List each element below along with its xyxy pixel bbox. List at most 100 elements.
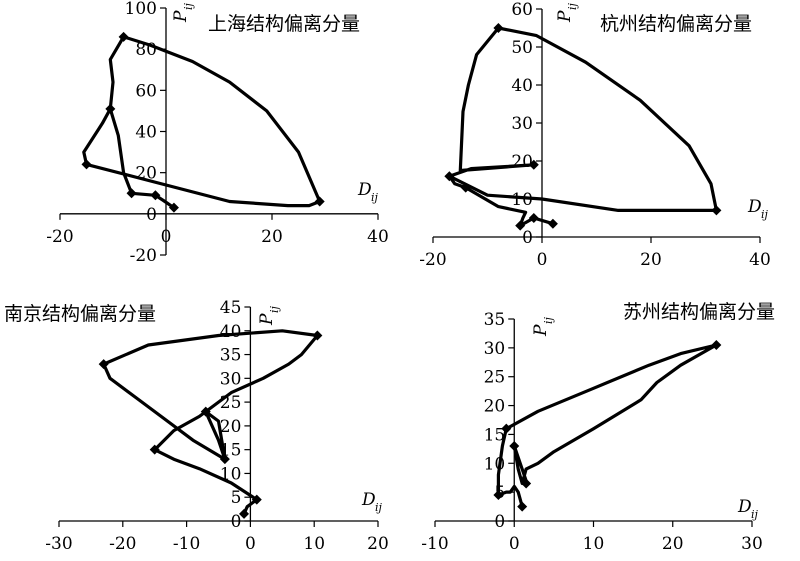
x-axis-label: D	[361, 490, 376, 510]
x-tick-label: -20	[419, 250, 446, 270]
data-point-marker	[460, 182, 471, 193]
y-tick-label: 100	[125, 0, 157, 19]
y-tick-label: 50	[511, 38, 533, 58]
data-point-marker	[312, 330, 323, 341]
x-axis-label-subscript: ij	[751, 508, 759, 521]
y-axis-label-subscript: ij	[182, 2, 195, 10]
series-line	[496, 343, 718, 509]
data-point-marker	[251, 494, 262, 505]
y-tick-label: 45	[220, 298, 242, 318]
y-tick-label: 35	[220, 346, 242, 366]
x-axis-label-subscript: ij	[375, 501, 383, 514]
x-tick-label: 0	[245, 534, 256, 554]
data-point-marker	[711, 205, 722, 216]
y-tick-label: 35	[484, 310, 506, 330]
y-axis-label-group: Pij	[257, 305, 281, 326]
series-line	[447, 26, 718, 228]
y-tick-label: 5	[231, 488, 242, 508]
x-tick-label: 0	[537, 250, 548, 270]
chart-panel-4: -10010203005101520253035苏州结构偏离分量DijPij	[421, 301, 775, 554]
x-tick-label: 20	[662, 534, 684, 554]
y-tick-label: 20	[220, 417, 242, 437]
y-tick-label: 60	[135, 81, 157, 101]
data-point-marker	[200, 406, 211, 417]
chart-panel-3: -30 -20 -10 0 10 20051015202530354045南京结构偏离分量…	[4, 298, 389, 554]
x-tick-label: 20	[640, 250, 662, 270]
y-tick-label: 15	[484, 425, 506, 445]
x-tick-label: 20	[367, 534, 389, 554]
x-axis-label-subscript: ij	[371, 191, 379, 204]
data-point-marker	[509, 440, 520, 451]
x-tick-label: -20	[46, 227, 73, 247]
y-axis-label: P	[257, 313, 277, 326]
chart-title: 上海结构偏离分量	[208, 13, 360, 35]
data-point-marker	[501, 423, 512, 434]
data-point-marker	[150, 190, 161, 201]
x-tick-label: 20	[261, 227, 283, 247]
x-tick-label: 30	[741, 534, 763, 554]
y-tick-label: 0	[146, 205, 157, 225]
data-point-marker	[118, 31, 129, 42]
y-tick-label: 10	[511, 190, 533, 210]
y-axis-label: P	[555, 10, 575, 23]
y-axis-label-subscript: ij	[566, 2, 579, 10]
y-tick-label: 30	[220, 369, 242, 389]
chart-title: 南京结构偏离分量	[4, 303, 156, 325]
y-tick-label: 25	[484, 368, 506, 388]
x-axis-label: D	[747, 197, 762, 217]
y-tick-label: 0	[231, 512, 242, 532]
data-point-marker	[168, 202, 179, 213]
y-axis-label-group: Pij	[171, 2, 195, 23]
x-axis-label-subscript: ij	[761, 208, 769, 221]
x-tick-label: 0	[161, 227, 172, 247]
y-tick-label: 0	[522, 228, 533, 248]
x-tick-label: 10	[303, 534, 325, 554]
data-point-marker	[314, 196, 325, 207]
y-axis-label: P	[171, 10, 191, 23]
chart-title: 杭州结构偏离分量	[600, 13, 752, 35]
x-tick-label: 10	[583, 534, 605, 554]
y-axis-label-group: Pij	[531, 316, 555, 337]
data-point-marker	[105, 103, 116, 114]
data-point-marker	[444, 171, 455, 182]
data-point-marker	[81, 159, 92, 170]
data-point-marker	[126, 188, 137, 199]
x-tick-label: -10	[173, 534, 200, 554]
data-point-marker	[219, 454, 230, 465]
data-point-marker	[239, 508, 250, 519]
data-point-marker	[149, 444, 160, 455]
y-tick-label: 20	[511, 152, 533, 172]
chart-title: 苏州结构偏离分量	[623, 301, 775, 323]
y-axis-label-group: Pij	[555, 2, 579, 23]
x-axis-label: D	[357, 180, 372, 200]
data-point-marker	[493, 23, 504, 33]
series-line	[82, 35, 322, 210]
x-tick-label: -10	[421, 534, 448, 554]
data-point-marker	[528, 159, 539, 170]
y-tick-label: 30	[511, 114, 533, 134]
y-tick-label: 40	[511, 76, 533, 96]
x-tick-label: 40	[367, 227, 389, 247]
y-tick-label: 25	[220, 393, 242, 413]
data-point-marker	[547, 218, 558, 229]
data-point-marker	[521, 478, 532, 489]
y-axis-label-subscript: ij	[268, 305, 281, 313]
x-tick-label: -30	[45, 534, 72, 554]
y-axis-label-subscript: ij	[542, 316, 555, 324]
data-point-marker	[517, 501, 528, 512]
data-point-marker	[515, 220, 526, 231]
y-tick-label: 20	[484, 397, 506, 417]
y-tick-label: 60	[511, 0, 533, 20]
y-tick-label: 30	[484, 339, 506, 359]
y-tick-label: -20	[130, 246, 157, 266]
y-tick-label: 40	[220, 322, 242, 342]
series-line	[102, 329, 319, 516]
x-tick-label: 0	[509, 534, 520, 554]
data-point-marker	[711, 339, 722, 350]
data-point-marker	[528, 213, 539, 223]
x-axis-label: D	[737, 497, 752, 517]
data-point-marker	[98, 359, 109, 370]
